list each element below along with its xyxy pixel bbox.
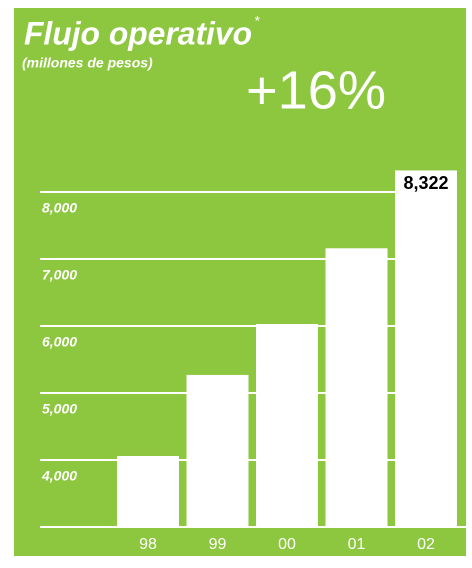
x-tick-label: 01 — [348, 536, 366, 553]
chart-title: Flujo operativo — [24, 15, 252, 51]
subtitle: (millones de pesos) — [22, 55, 153, 71]
value-label: 8,322 — [403, 173, 448, 193]
x-tick-label: 02 — [417, 536, 435, 553]
title-mark: * — [254, 13, 260, 29]
y-tick-label: 5,000 — [42, 401, 77, 417]
bar — [325, 248, 388, 527]
y-tick-label: 8,000 — [42, 200, 77, 216]
bar — [256, 323, 318, 527]
x-tick-label: 00 — [278, 536, 296, 553]
bar — [117, 455, 179, 527]
x-tick-label: 98 — [139, 536, 157, 553]
y-tick-label: 7,000 — [42, 267, 77, 283]
x-tick-label: 99 — [209, 536, 227, 553]
annotation: +16% — [246, 60, 386, 120]
bar — [395, 170, 457, 527]
y-tick-label: 6,000 — [42, 334, 77, 350]
bar — [186, 374, 249, 527]
y-tick-label: 4,000 — [41, 468, 77, 484]
